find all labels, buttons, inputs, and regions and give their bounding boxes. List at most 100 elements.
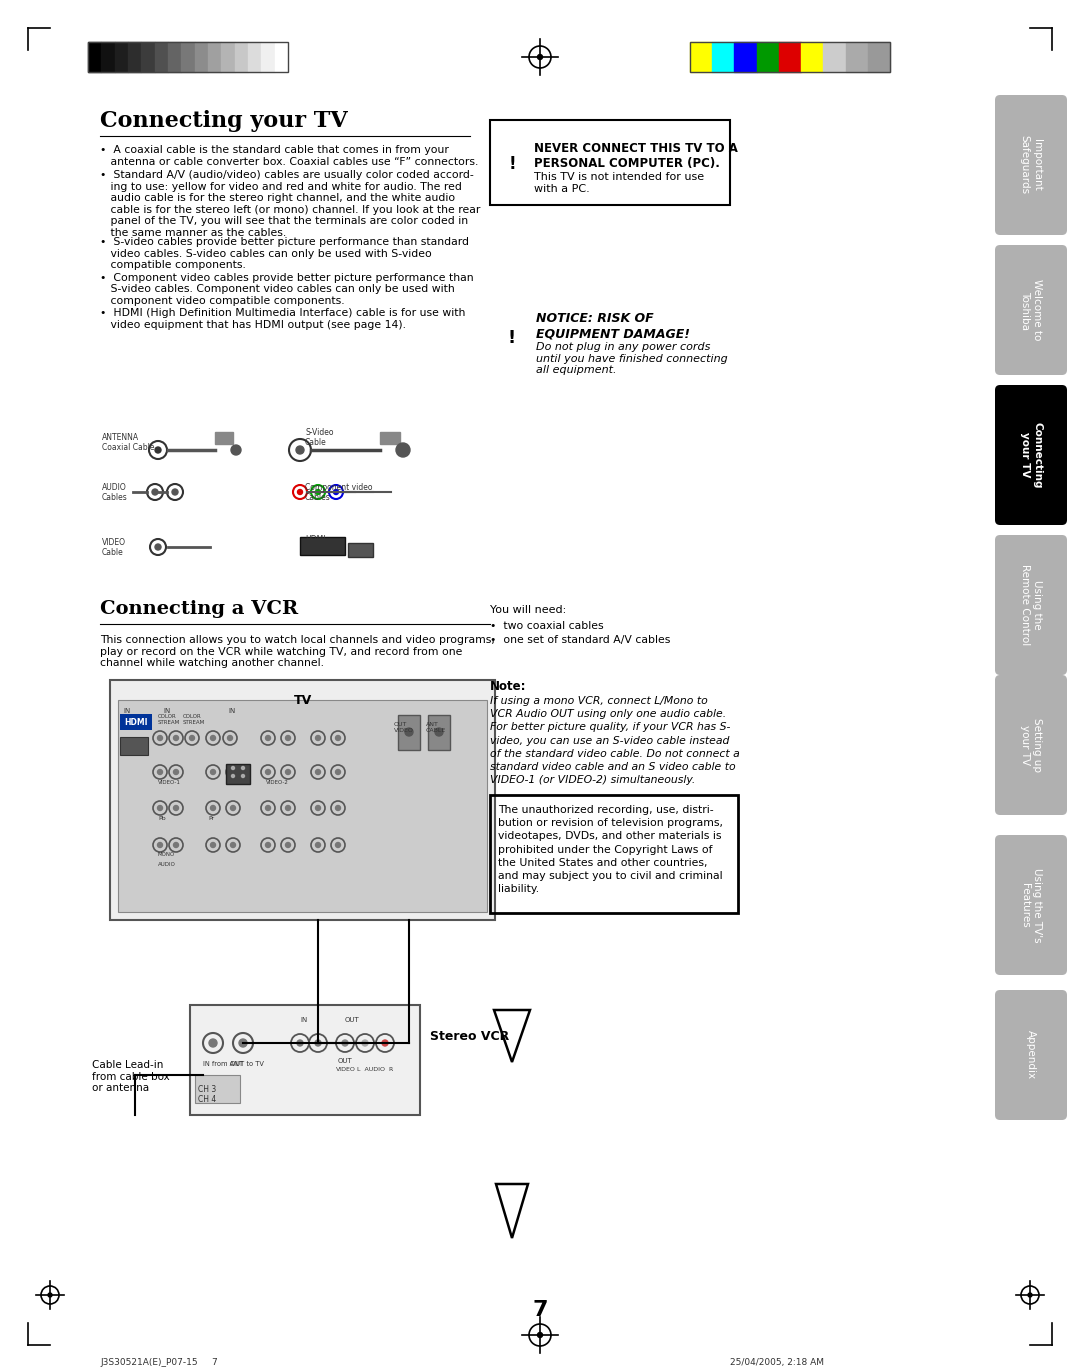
Circle shape	[228, 736, 232, 741]
Text: COLOR
STREAM: COLOR STREAM	[183, 714, 205, 725]
Bar	[120, 714, 152, 730]
Text: Note:: Note:	[490, 680, 527, 693]
Bar	[801, 42, 823, 73]
Text: OUT: OUT	[338, 1058, 353, 1064]
Circle shape	[315, 806, 321, 811]
Circle shape	[211, 770, 216, 774]
FancyBboxPatch shape	[995, 245, 1067, 375]
Text: •  Standard A/V (audio/video) cables are usually color coded accord-
   ing to u: • Standard A/V (audio/video) cables are …	[100, 170, 481, 238]
Circle shape	[158, 806, 162, 811]
Bar	[234, 42, 248, 73]
Text: MONO: MONO	[158, 852, 175, 858]
Bar	[348, 543, 373, 558]
Circle shape	[297, 1040, 303, 1047]
Circle shape	[230, 806, 235, 811]
Circle shape	[152, 489, 158, 495]
Text: Do not plug in any power cords
until you have finished connecting
all equipment.: Do not plug in any power cords until you…	[536, 342, 728, 375]
Text: You will need:: You will need:	[490, 606, 566, 615]
Bar	[141, 42, 154, 73]
Bar	[194, 42, 208, 73]
Text: VIDEO-1: VIDEO-1	[158, 780, 180, 785]
Text: Pr: Pr	[208, 817, 214, 821]
Circle shape	[174, 806, 178, 811]
Text: •  S-video cables provide better picture performance than standard
   video cabl: • S-video cables provide better picture …	[100, 237, 469, 270]
Bar	[779, 42, 801, 73]
Text: L  AUDIO  R: L AUDIO R	[357, 1067, 393, 1071]
Bar	[190, 1006, 420, 1115]
Bar	[168, 42, 181, 73]
Circle shape	[189, 736, 194, 741]
Bar	[195, 1075, 240, 1103]
Text: Welcome to
Toshiba: Welcome to Toshiba	[1020, 279, 1042, 341]
Text: IN: IN	[228, 708, 235, 714]
Circle shape	[342, 1040, 348, 1047]
Text: VIDEO
Cable: VIDEO Cable	[102, 538, 126, 558]
Bar	[399, 715, 420, 749]
Bar	[428, 715, 450, 749]
Bar	[118, 700, 487, 912]
Circle shape	[230, 770, 235, 774]
Text: •  A coaxial cable is the standard cable that comes in from your
   antenna or c: • A coaxial cable is the standard cable …	[100, 145, 478, 167]
Circle shape	[315, 843, 321, 848]
Text: OUT
VIDEO: OUT VIDEO	[394, 722, 414, 733]
Bar	[114, 42, 129, 73]
Bar	[490, 121, 730, 206]
Circle shape	[538, 1333, 542, 1337]
Circle shape	[211, 843, 216, 848]
Circle shape	[156, 447, 161, 453]
Text: ANT
CABLE: ANT CABLE	[426, 722, 446, 733]
Circle shape	[1028, 1293, 1032, 1297]
Circle shape	[266, 843, 270, 848]
Text: Using the
Remote Control: Using the Remote Control	[1020, 564, 1042, 645]
Circle shape	[315, 770, 321, 774]
Text: AUDIO
Cables: AUDIO Cables	[102, 484, 127, 503]
Circle shape	[285, 770, 291, 774]
Text: Stereo VCR: Stereo VCR	[430, 1030, 510, 1043]
Text: If using a mono VCR, connect L/Mono to
VCR Audio OUT using only one audio cable.: If using a mono VCR, connect L/Mono to V…	[490, 696, 740, 785]
Circle shape	[296, 447, 303, 453]
Circle shape	[297, 489, 302, 495]
Bar	[215, 432, 233, 444]
Circle shape	[211, 736, 216, 741]
Bar	[129, 42, 141, 73]
Text: OUT: OUT	[345, 1017, 360, 1023]
Circle shape	[382, 1040, 388, 1047]
Text: IN: IN	[300, 1017, 307, 1023]
Bar	[274, 42, 288, 73]
Text: S-Video
Cable: S-Video Cable	[305, 427, 334, 448]
Text: •  HDMI (High Definition Multimedia Interface) cable is for use with
   video eq: • HDMI (High Definition Multimedia Inter…	[100, 308, 465, 330]
Bar	[102, 42, 114, 73]
Circle shape	[266, 736, 270, 741]
Circle shape	[266, 770, 270, 774]
FancyBboxPatch shape	[995, 385, 1067, 525]
Circle shape	[315, 736, 321, 741]
Circle shape	[231, 766, 234, 770]
Text: VIDEO-2: VIDEO-2	[266, 780, 288, 785]
Bar	[181, 42, 194, 73]
Text: Cable Lead-in
from cable box
or antenna: Cable Lead-in from cable box or antenna	[92, 1060, 170, 1093]
Text: J3S30521A(E)_P07-15     7: J3S30521A(E)_P07-15 7	[100, 1358, 218, 1367]
Circle shape	[336, 806, 340, 811]
Text: Using the TV's
Features: Using the TV's Features	[1020, 867, 1042, 943]
Text: ANTENNA
Coaxial Cable: ANTENNA Coaxial Cable	[102, 433, 154, 452]
Text: OUT to TV: OUT to TV	[230, 1060, 264, 1067]
Text: Setting up
your TV: Setting up your TV	[1020, 718, 1042, 773]
Text: Connecting
your TV: Connecting your TV	[1020, 422, 1042, 488]
Circle shape	[315, 489, 321, 495]
Circle shape	[230, 843, 235, 848]
Text: AUDIO: AUDIO	[158, 862, 176, 867]
Bar	[846, 42, 867, 73]
Bar	[87, 42, 288, 73]
Text: •  one set of standard A/V cables: • one set of standard A/V cables	[490, 636, 671, 645]
Text: 7: 7	[532, 1300, 548, 1321]
Circle shape	[266, 806, 270, 811]
Bar	[690, 42, 890, 73]
Text: Pb: Pb	[158, 817, 165, 821]
Bar	[120, 737, 148, 755]
Circle shape	[336, 736, 340, 741]
Circle shape	[158, 770, 162, 774]
Text: Connecting your TV: Connecting your TV	[100, 110, 348, 132]
Bar	[261, 42, 274, 73]
Circle shape	[362, 1040, 368, 1047]
Text: •  Component video cables provide better picture performance than
   S-video cab: • Component video cables provide better …	[100, 273, 474, 306]
